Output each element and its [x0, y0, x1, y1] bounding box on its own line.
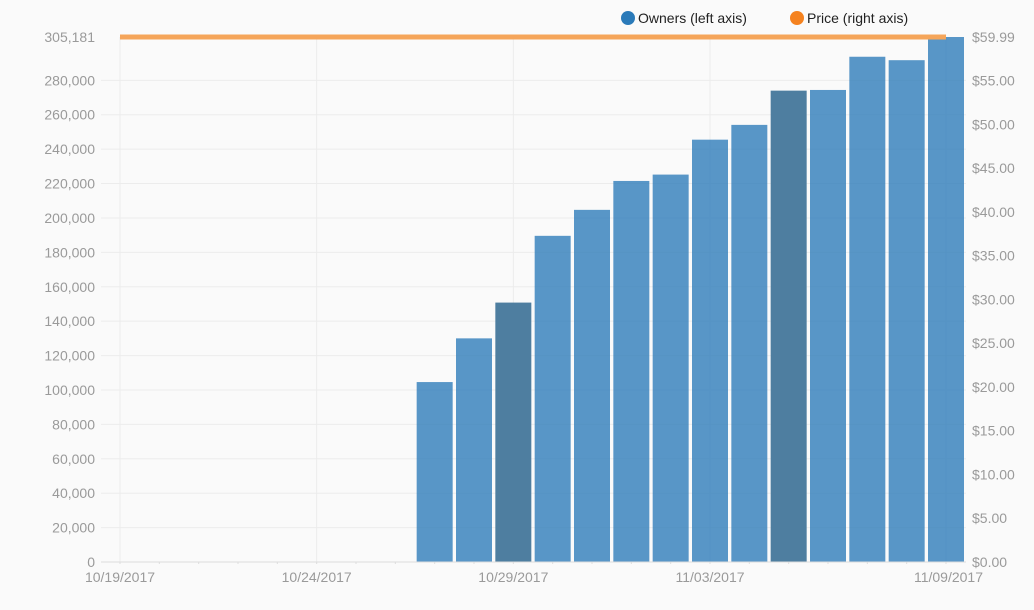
y-right-tick-label: $40.00 — [972, 204, 1015, 220]
y-right-tick-label: $35.00 — [972, 248, 1015, 264]
y-left-max-label: 305,181 — [44, 29, 95, 45]
owners-bar[interactable] — [495, 302, 532, 562]
y-left-tick-label: 280,000 — [44, 72, 95, 88]
x-tick-label: 10/24/2017 — [282, 569, 352, 585]
y-right-tick-label: $0.00 — [972, 554, 1007, 570]
owners-bar[interactable] — [810, 89, 846, 562]
y-right-tick-label: $50.00 — [972, 116, 1015, 132]
y-right-tick-label: $20.00 — [972, 379, 1015, 395]
y-left-tick-label: 40,000 — [52, 485, 95, 501]
y-left-tick-label: 160,000 — [44, 279, 95, 295]
y-left-tick-label: 180,000 — [44, 244, 95, 260]
legend-label[interactable]: Owners (left axis) — [638, 10, 747, 26]
y-right-tick-label: $10.00 — [972, 466, 1015, 482]
y-right-tick-label: $5.00 — [972, 510, 1007, 526]
legend-swatch — [790, 11, 804, 25]
owners-bar[interactable] — [849, 56, 886, 562]
y-left-tick-label: 140,000 — [44, 313, 95, 329]
owners-bar[interactable] — [534, 235, 571, 563]
x-tick-label: 10/19/2017 — [85, 569, 155, 585]
owners-bar[interactable] — [652, 174, 689, 562]
y-left-tick-label: 80,000 — [52, 416, 95, 432]
axes: 0 20,000 40,000 60,000 80,000 100,000 120,000 1… — [44, 29, 1015, 585]
y-left-tick-label: 260,000 — [44, 107, 95, 123]
owners-bar[interactable] — [731, 124, 768, 563]
owners-bars — [416, 37, 964, 563]
y-left-tick-label: 120,000 — [44, 348, 95, 364]
y-right-tick-label: $25.00 — [972, 335, 1015, 351]
y-right-max-label: $59.99 — [972, 29, 1015, 45]
x-tick-label: 10/29/2017 — [478, 569, 548, 585]
owners-bar[interactable] — [928, 37, 964, 562]
owners-bar[interactable] — [574, 209, 610, 563]
owners-bar[interactable] — [456, 338, 492, 562]
y-left-tick-label: 60,000 — [52, 451, 95, 467]
legend: Owners (left axis) Price (right axis) — [621, 10, 908, 26]
y-left-tick-label: 0 — [87, 554, 95, 570]
owners-bar[interactable] — [888, 60, 925, 563]
x-tick-label: 11/09/2017 — [914, 569, 983, 585]
y-right-tick-label: $55.00 — [972, 73, 1015, 89]
legend-label[interactable]: Price (right axis) — [807, 10, 908, 26]
legend-swatch — [621, 11, 635, 25]
y-right-tick-label: $15.00 — [972, 423, 1015, 439]
y-right-tick-label: $45.00 — [972, 160, 1015, 176]
owners-bar[interactable] — [416, 382, 453, 562]
y-right-tick-label: $30.00 — [972, 291, 1015, 307]
x-tick-label: 11/03/2017 — [675, 569, 744, 585]
y-left-tick-label: 240,000 — [44, 141, 95, 157]
y-left-tick-label: 100,000 — [44, 382, 95, 398]
owners-bar[interactable] — [613, 180, 650, 563]
y-left-tick-label: 220,000 — [44, 176, 95, 192]
owners-bar[interactable] — [692, 139, 728, 563]
owners-bar[interactable] — [770, 90, 807, 562]
y-left-tick-label: 20,000 — [52, 520, 95, 536]
y-left-tick-label: 200,000 — [44, 210, 95, 226]
